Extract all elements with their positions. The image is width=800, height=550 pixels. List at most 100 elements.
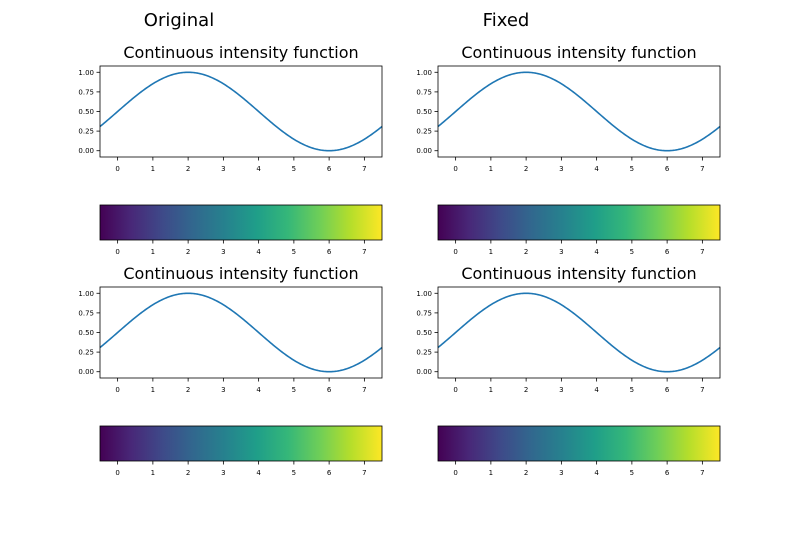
colorbar-tick-label: 7 (700, 248, 704, 256)
x-tick-label: 2 (186, 386, 190, 394)
y-tick-label: 0.75 (78, 309, 94, 317)
colorbar-tick-label: 0 (453, 248, 457, 256)
y-tick-label: 0.25 (78, 128, 94, 136)
x-tick-label: 7 (362, 165, 366, 173)
x-tick-label: 5 (630, 165, 634, 173)
intensity-colorbar (99, 204, 383, 241)
colorbar-tick-label: 1 (489, 469, 493, 477)
x-tick-label: 1 (489, 386, 493, 394)
intensity-colorbar (437, 425, 721, 462)
intensity-line (437, 292, 721, 373)
x-tick-label: 4 (594, 386, 599, 394)
x-tick-label: 3 (221, 386, 225, 394)
colorbar-tick-label: 5 (292, 248, 296, 256)
intensity-line (99, 292, 383, 373)
intensity-line (437, 71, 721, 152)
y-tick-label: 0.50 (78, 108, 94, 116)
y-tick-label: 0.75 (416, 88, 432, 96)
y-tick-label: 0.00 (416, 147, 432, 155)
x-tick-label: 6 (327, 165, 332, 173)
x-tick-label: 2 (524, 386, 528, 394)
x-tick-label: 0 (453, 386, 457, 394)
subplot-0: Continuous intensity function 0 1 2 3 4 5 6 7 0.0… (78, 43, 383, 256)
colorbar-tick-label: 2 (186, 469, 190, 477)
colorbar-tick-label: 5 (630, 469, 634, 477)
axes-frame (99, 286, 383, 379)
x-tick-label: 4 (256, 165, 261, 173)
y-tick-label: 0.50 (416, 108, 432, 116)
colorbar-tick-label: 2 (524, 248, 528, 256)
plot-title: Continuous intensity function (461, 43, 696, 62)
column-title-fixed: Fixed (483, 10, 530, 31)
axes-frame (437, 65, 721, 158)
x-tick-label: 5 (292, 165, 296, 173)
x-tick-label: 2 (524, 165, 528, 173)
y-tick-label: 0.25 (78, 349, 94, 357)
y-tick-label: 0.50 (416, 329, 432, 337)
axes-frame (99, 65, 383, 158)
y-tick-label: 1.00 (416, 69, 432, 77)
x-tick-label: 0 (453, 165, 457, 173)
colorbar-tick-label: 3 (559, 469, 563, 477)
colorbar-tick-label: 2 (186, 248, 190, 256)
column-title-original: Original (144, 10, 214, 31)
intensity-colorbar (437, 204, 721, 241)
x-tick-label: 4 (256, 386, 261, 394)
plot-title: Continuous intensity function (123, 43, 358, 62)
colorbar-tick-label: 3 (221, 469, 225, 477)
colorbar-tick-label: 6 (327, 248, 332, 256)
x-tick-label: 0 (115, 386, 119, 394)
subplot-3: Continuous intensity function 0 1 2 3 4 5 6 7 0.0… (416, 264, 721, 477)
x-tick-label: 1 (489, 165, 493, 173)
y-tick-label: 0.50 (78, 329, 94, 337)
x-tick-label: 3 (221, 165, 225, 173)
colorbar-tick-label: 6 (665, 248, 670, 256)
y-tick-label: 0.25 (416, 128, 432, 136)
y-tick-label: 0.25 (416, 349, 432, 357)
intensity-colorbar (99, 425, 383, 462)
y-tick-label: 0.00 (78, 147, 94, 155)
colorbar-tick-label: 0 (115, 248, 119, 256)
subplot-1: Continuous intensity function 0 1 2 3 4 5 6 7 0.0… (416, 43, 721, 256)
y-tick-label: 0.75 (416, 309, 432, 317)
colorbar-tick-label: 5 (630, 248, 634, 256)
x-tick-label: 5 (292, 386, 296, 394)
x-tick-label: 3 (559, 165, 563, 173)
colorbar-tick-label: 4 (594, 248, 599, 256)
y-tick-label: 0.00 (78, 368, 94, 376)
colorbar-tick-label: 4 (594, 469, 599, 477)
x-tick-label: 1 (151, 165, 155, 173)
x-tick-label: 6 (665, 386, 670, 394)
intensity-line (99, 71, 383, 152)
x-tick-label: 2 (186, 165, 190, 173)
colorbar-tick-label: 0 (115, 469, 119, 477)
colorbar-tick-label: 3 (221, 248, 225, 256)
x-tick-label: 6 (327, 386, 332, 394)
y-tick-label: 0.75 (78, 88, 94, 96)
x-tick-label: 3 (559, 386, 563, 394)
x-tick-label: 7 (700, 386, 704, 394)
y-tick-label: 1.00 (78, 290, 94, 298)
x-tick-label: 5 (630, 386, 634, 394)
colorbar-tick-label: 7 (362, 248, 366, 256)
plot-title: Continuous intensity function (123, 264, 358, 283)
y-tick-label: 1.00 (416, 290, 432, 298)
colorbar-tick-label: 0 (453, 469, 457, 477)
colorbar-tick-label: 4 (256, 469, 261, 477)
x-tick-label: 4 (594, 165, 599, 173)
colorbar-tick-label: 6 (665, 469, 670, 477)
x-tick-label: 1 (151, 386, 155, 394)
subplot-2: Continuous intensity function 0 1 2 3 4 5 6 7 0.0… (78, 264, 383, 477)
colorbar-tick-label: 1 (151, 469, 155, 477)
colorbar-tick-label: 7 (700, 469, 704, 477)
x-tick-label: 7 (700, 165, 704, 173)
colorbar-tick-label: 7 (362, 469, 366, 477)
colorbar-tick-label: 3 (559, 248, 563, 256)
colorbar-tick-label: 1 (489, 248, 493, 256)
plot-title: Continuous intensity function (461, 264, 696, 283)
colorbar-tick-label: 4 (256, 248, 261, 256)
colorbar-tick-label: 6 (327, 469, 332, 477)
y-tick-label: 0.00 (416, 368, 432, 376)
x-tick-label: 7 (362, 386, 366, 394)
